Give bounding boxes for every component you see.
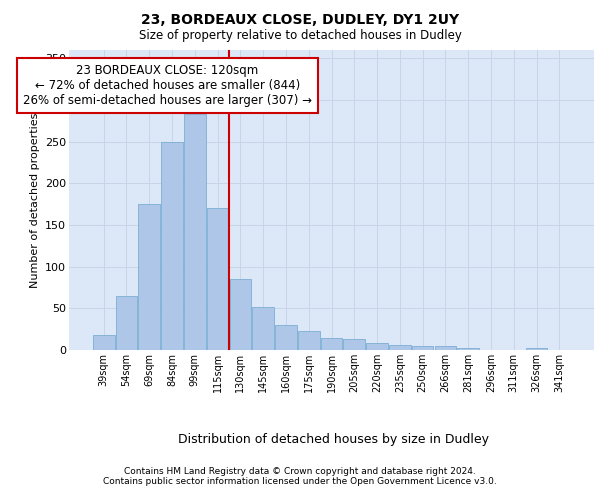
Bar <box>139 204 160 350</box>
Y-axis label: Number of detached properties: Number of detached properties <box>29 112 40 288</box>
Text: Distribution of detached houses by size in Dudley: Distribution of detached houses by size … <box>178 432 488 446</box>
Bar <box>526 348 547 350</box>
Bar <box>253 306 274 350</box>
Bar <box>207 208 229 350</box>
Bar <box>93 335 115 350</box>
Text: Size of property relative to detached houses in Dudley: Size of property relative to detached ho… <box>139 29 461 42</box>
Bar <box>298 331 320 350</box>
Text: Contains HM Land Registry data © Crown copyright and database right 2024.: Contains HM Land Registry data © Crown c… <box>124 467 476 476</box>
Bar <box>230 279 251 350</box>
Bar <box>434 346 456 350</box>
Text: 23 BORDEAUX CLOSE: 120sqm
← 72% of detached houses are smaller (844)
26% of semi: 23 BORDEAUX CLOSE: 120sqm ← 72% of detac… <box>23 64 312 107</box>
Bar <box>320 338 343 350</box>
Bar <box>184 114 206 350</box>
Bar <box>457 348 479 350</box>
Bar <box>161 142 183 350</box>
Bar <box>389 345 410 350</box>
Bar <box>412 346 433 350</box>
Bar <box>343 339 365 350</box>
Text: 23, BORDEAUX CLOSE, DUDLEY, DY1 2UY: 23, BORDEAUX CLOSE, DUDLEY, DY1 2UY <box>141 12 459 26</box>
Text: Contains public sector information licensed under the Open Government Licence v3: Contains public sector information licen… <box>103 477 497 486</box>
Bar <box>366 342 388 350</box>
Bar <box>116 296 137 350</box>
Bar <box>275 325 297 350</box>
